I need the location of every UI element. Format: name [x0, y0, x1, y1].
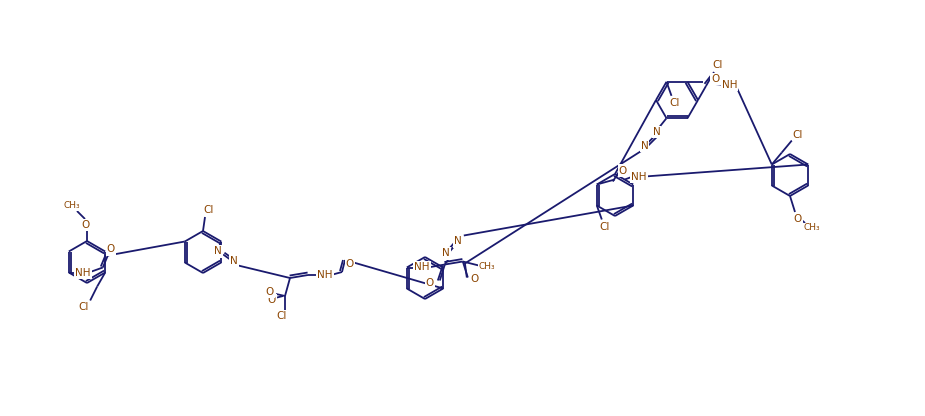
Text: O: O [794, 214, 802, 224]
Text: Cl: Cl [670, 98, 680, 108]
Text: N: N [454, 237, 462, 247]
Text: O: O [80, 220, 89, 230]
Text: N: N [442, 248, 450, 258]
Text: NH: NH [317, 270, 333, 280]
Text: Cl: Cl [204, 205, 215, 215]
Text: CH₃: CH₃ [804, 223, 820, 233]
Text: O: O [346, 259, 354, 269]
Text: N: N [215, 247, 222, 257]
Text: NH: NH [75, 267, 91, 277]
Text: O: O [106, 245, 115, 255]
Text: N: N [230, 255, 238, 265]
Text: O: O [265, 287, 274, 297]
Text: O: O [426, 277, 434, 287]
Text: O: O [619, 166, 627, 176]
Text: Cl: Cl [78, 302, 89, 312]
Text: Cl: Cl [599, 221, 610, 231]
Text: CH₃: CH₃ [64, 201, 80, 210]
Text: Cl: Cl [713, 60, 723, 70]
Text: N: N [653, 127, 660, 137]
Text: O: O [471, 275, 479, 285]
Text: NH: NH [414, 262, 429, 272]
Text: N: N [641, 141, 648, 151]
Text: CH₃: CH₃ [478, 262, 495, 271]
Text: NH: NH [722, 80, 737, 90]
Text: O: O [711, 74, 720, 84]
Text: O: O [268, 295, 277, 305]
Text: NH: NH [631, 171, 647, 181]
Text: Cl: Cl [793, 129, 803, 139]
Text: Cl: Cl [277, 311, 287, 321]
